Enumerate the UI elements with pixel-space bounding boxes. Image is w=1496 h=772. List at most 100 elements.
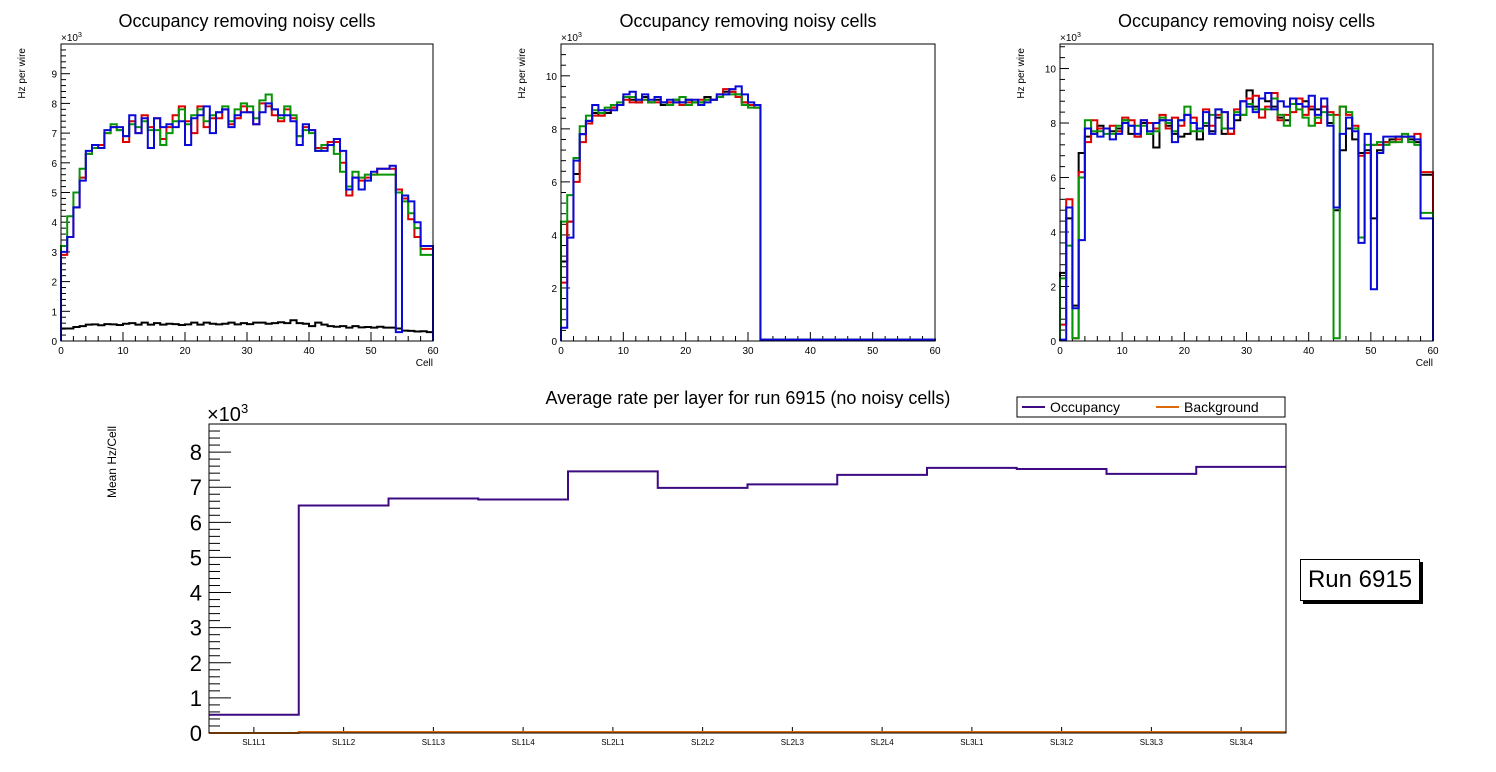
x-tick-label: 10 xyxy=(117,346,129,357)
bottom-x-tick-label: SL3L4 xyxy=(1230,738,1254,747)
plot-frame xyxy=(60,43,434,342)
x-tick-label: 30 xyxy=(1241,346,1253,357)
series-blue xyxy=(60,102,434,341)
bottom-x-tick-label: SL1L3 xyxy=(422,738,446,747)
top-chart-2: Occupancy removing noisy cells Hz per wir… xyxy=(517,11,941,357)
top-chart-1: Occupancy removing noisy cells Hz per wir… xyxy=(17,11,439,369)
y-tick-label: 6 xyxy=(551,178,557,189)
x-tick-label: 60 xyxy=(427,346,439,357)
exponent-label: ×103 xyxy=(561,32,582,44)
series-red xyxy=(60,102,434,341)
bottom-x-tick-label: SL2L4 xyxy=(871,738,895,747)
y-tick-label: 8 xyxy=(1050,119,1056,130)
bottom-x-tick-label: SL1L4 xyxy=(512,738,536,747)
y-tick-label: 2 xyxy=(1050,283,1056,294)
series-green xyxy=(60,93,434,341)
y-axis-label: Hz per wire xyxy=(517,48,528,99)
bottom-y-tick-label: 3 xyxy=(190,616,202,641)
y-axis-label: Hz per wire xyxy=(17,48,28,99)
y-tick-label: 0 xyxy=(51,337,57,348)
bottom-y-tick-label: 7 xyxy=(190,475,202,500)
x-axis-label: Cell xyxy=(1416,358,1433,369)
run-label: Run 6915 xyxy=(1307,566,1413,593)
bottom-x-tick-label: SL2L2 xyxy=(691,738,715,747)
plot-frame xyxy=(560,43,936,342)
y-tick-label: 4 xyxy=(51,218,57,229)
legend: Occupancy Background xyxy=(1016,396,1286,418)
x-axis-label: Cell xyxy=(416,358,433,369)
bottom-y-tick-label: 6 xyxy=(190,510,202,535)
x-tick-label: 40 xyxy=(1303,346,1315,357)
series-blue xyxy=(1059,92,1434,341)
bottom-y-tick-label: 2 xyxy=(190,651,202,676)
bottom-exponent-label: ×103 xyxy=(207,401,248,426)
x-tick-label: 40 xyxy=(805,346,817,357)
y-tick-label: 8 xyxy=(551,125,557,136)
y-tick-label: 10 xyxy=(546,72,558,83)
y-tick-label: 5 xyxy=(51,189,57,200)
bottom-exponent-power: 3 xyxy=(241,401,248,416)
legend-label-background: Background xyxy=(1184,399,1259,415)
x-tick-label: 40 xyxy=(303,346,315,357)
run-label-box: Run 6915 xyxy=(1300,559,1420,601)
plot-frame xyxy=(1059,43,1434,342)
chart-title: Occupancy removing noisy cells xyxy=(118,11,375,31)
top-chart-3: Occupancy removing noisy cells Hz per wir… xyxy=(1016,11,1439,369)
bottom-chart: Average rate per layer for run 6915 (no … xyxy=(105,388,1287,747)
x-tick-label: 10 xyxy=(618,346,630,357)
bottom-y-tick-label: 1 xyxy=(190,686,202,711)
series-black xyxy=(60,319,434,341)
x-tick-label: 50 xyxy=(867,346,879,357)
x-tick-label: 20 xyxy=(1179,346,1191,357)
legend-label-occupancy: Occupancy xyxy=(1050,399,1120,415)
bottom-x-tick-label: SL3L2 xyxy=(1050,738,1074,747)
series-red xyxy=(560,88,936,341)
y-tick-label: 4 xyxy=(551,231,557,242)
bottom-x-tick-label: SL2L1 xyxy=(601,738,625,747)
bottom-x-tick-label: SL3L3 xyxy=(1140,738,1164,747)
x-tick-label: 30 xyxy=(241,346,253,357)
y-tick-label: 8 xyxy=(51,99,57,110)
x-tick-label: 0 xyxy=(58,346,64,357)
y-tick-label: 0 xyxy=(1050,337,1056,348)
y-tick-label: 2 xyxy=(551,284,557,295)
series-green xyxy=(560,93,936,341)
exponent-power: 3 xyxy=(1077,32,1081,39)
y-tick-label: 6 xyxy=(51,159,57,170)
bottom-series-background xyxy=(209,730,1286,734)
bottom-x-tick-label: SL1L2 xyxy=(332,738,356,747)
bottom-y-tick-label: 4 xyxy=(190,581,202,606)
chart-title: Occupancy removing noisy cells xyxy=(619,11,876,31)
bottom-y-axis-label: Mean Hz/Cell xyxy=(105,426,119,498)
x-tick-label: 30 xyxy=(742,346,754,357)
bottom-y-tick-label: 5 xyxy=(190,545,202,570)
bottom-chart-title: Average rate per layer for run 6915 (no … xyxy=(546,388,951,408)
exponent-label: ×103 xyxy=(1060,32,1081,44)
x-tick-label: 50 xyxy=(1365,346,1377,357)
x-tick-label: 0 xyxy=(1057,346,1063,357)
y-tick-label: 3 xyxy=(51,248,57,259)
x-tick-label: 20 xyxy=(179,346,191,357)
y-tick-label: 1 xyxy=(51,307,57,318)
chart-title: Occupancy removing noisy cells xyxy=(1118,11,1375,31)
bottom-y-tick-label: 8 xyxy=(190,440,202,465)
legend-box xyxy=(1016,396,1286,418)
series-blue xyxy=(560,85,936,341)
bottom-x-tick-label: SL2L3 xyxy=(781,738,805,747)
exponent-label: ×103 xyxy=(61,32,82,44)
x-tick-label: 60 xyxy=(929,346,941,357)
y-tick-label: 6 xyxy=(1050,174,1056,185)
x-tick-label: 50 xyxy=(365,346,377,357)
bottom-x-tick-label: SL3L1 xyxy=(960,738,984,747)
y-tick-label: 0 xyxy=(551,337,557,348)
bottom-y-tick-label: 0 xyxy=(190,721,202,746)
x-tick-label: 60 xyxy=(1427,346,1439,357)
bottom-x-tick-label: SL1L1 xyxy=(242,738,266,747)
y-tick-label: 9 xyxy=(51,70,57,81)
series-black xyxy=(560,90,936,341)
exponent-power: 3 xyxy=(578,32,582,39)
y-tick-label: 7 xyxy=(51,129,57,140)
bottom-plot-frame xyxy=(208,423,1287,734)
x-tick-label: 0 xyxy=(558,346,564,357)
